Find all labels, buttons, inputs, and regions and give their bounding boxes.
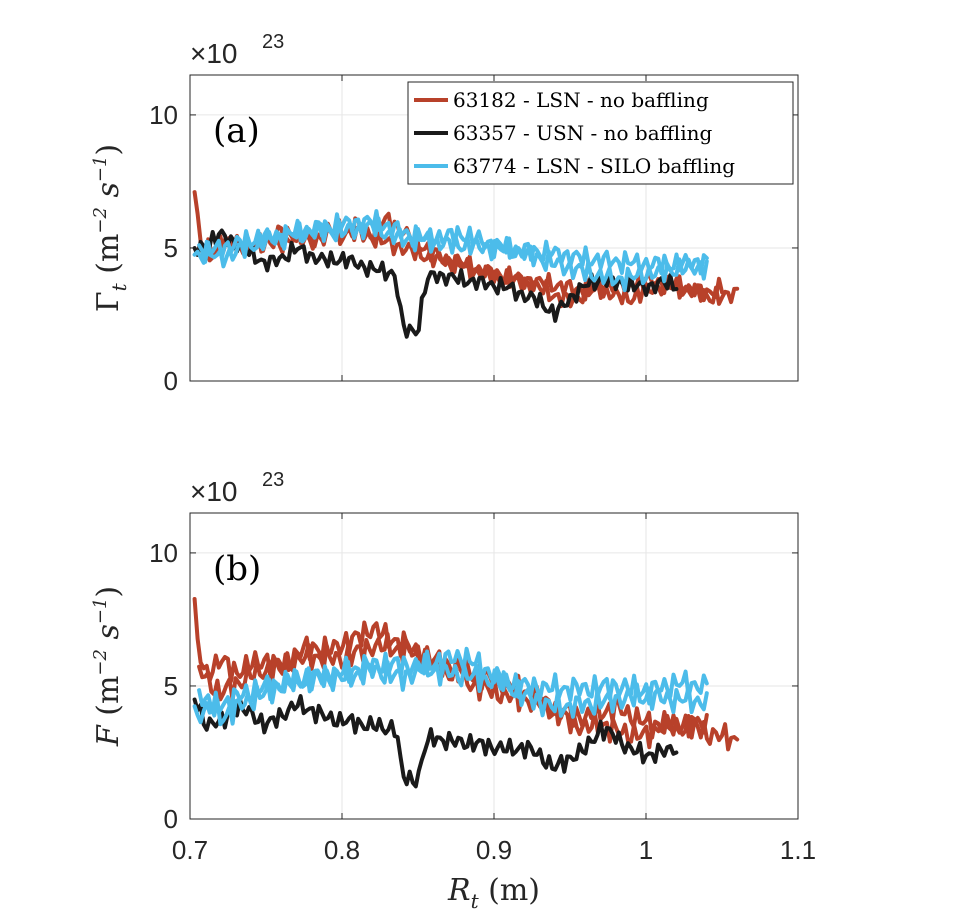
panel-a-multiplier-exp: 23 [262, 31, 284, 53]
legend-label-63774: 63774 - LSN - SILO baffling [453, 154, 735, 178]
panel-b-series-63357-pass-1 [192, 694, 679, 789]
panel-a-ytick-label: 10 [149, 100, 178, 130]
legend: 63182 - LSN - no baffling 63357 - USN - … [407, 81, 794, 185]
panel-a-series-63357-pass-1 [192, 228, 679, 339]
panel-b-xtick-label: 1.1 [780, 835, 816, 865]
panel-a-ticks: 0 5 10 [149, 75, 799, 396]
panel-b-ytick-label: 5 [164, 671, 178, 701]
panel-b-multiplier-exp: 23 [262, 469, 284, 491]
panel-b-xtick-label: 0.8 [324, 835, 360, 865]
panel-b: 0 5 10 0.7 0.8 0.9 1 1.1 ×10 23 (b) F (m−2 s−1)… [90, 469, 816, 913]
panel-b-ytick-label: 0 [164, 804, 178, 834]
panel-b-ytick-label: 10 [149, 538, 178, 568]
legend-box [407, 81, 794, 185]
panel-b-xtick-label: 0.9 [476, 835, 512, 865]
panel-a-ytick-label: 0 [164, 366, 178, 396]
panel-b-ylabel: F (m−2 s−1) [90, 586, 126, 747]
panel-b-xtick-label: 1 [639, 835, 653, 865]
panel-a-label: (a) [213, 111, 260, 151]
panel-a-ytick-label: 5 [164, 233, 178, 263]
panel-a-series [192, 190, 740, 339]
panel-a: 0 5 10 ×10 23 (a) Γt (m−2 s−1) 63182 - LSN… [90, 31, 799, 396]
panel-a-multiplier: ×10 [190, 38, 238, 69]
panel-b-xtick-label: 0.7 [172, 835, 208, 865]
panel-b-multiplier: ×10 [190, 476, 238, 507]
legend-label-63182: 63182 - LSN - no baffling [453, 88, 709, 112]
panel-b-xlabel: Rt (m) [447, 873, 540, 913]
panel-b-series [192, 597, 740, 789]
panel-a-ylabel: Γt (m−2 s−1) [90, 144, 131, 312]
legend-label-63357: 63357 - USN - no baffling [453, 121, 713, 145]
panel-b-label: (b) [213, 549, 261, 589]
panel-b-series-63774-pass-2 [197, 646, 709, 727]
panel-a-series-63774-pass-2 [197, 216, 709, 293]
panel-b-ticks: 0 5 10 0.7 0.8 0.9 1 1.1 [149, 513, 816, 865]
